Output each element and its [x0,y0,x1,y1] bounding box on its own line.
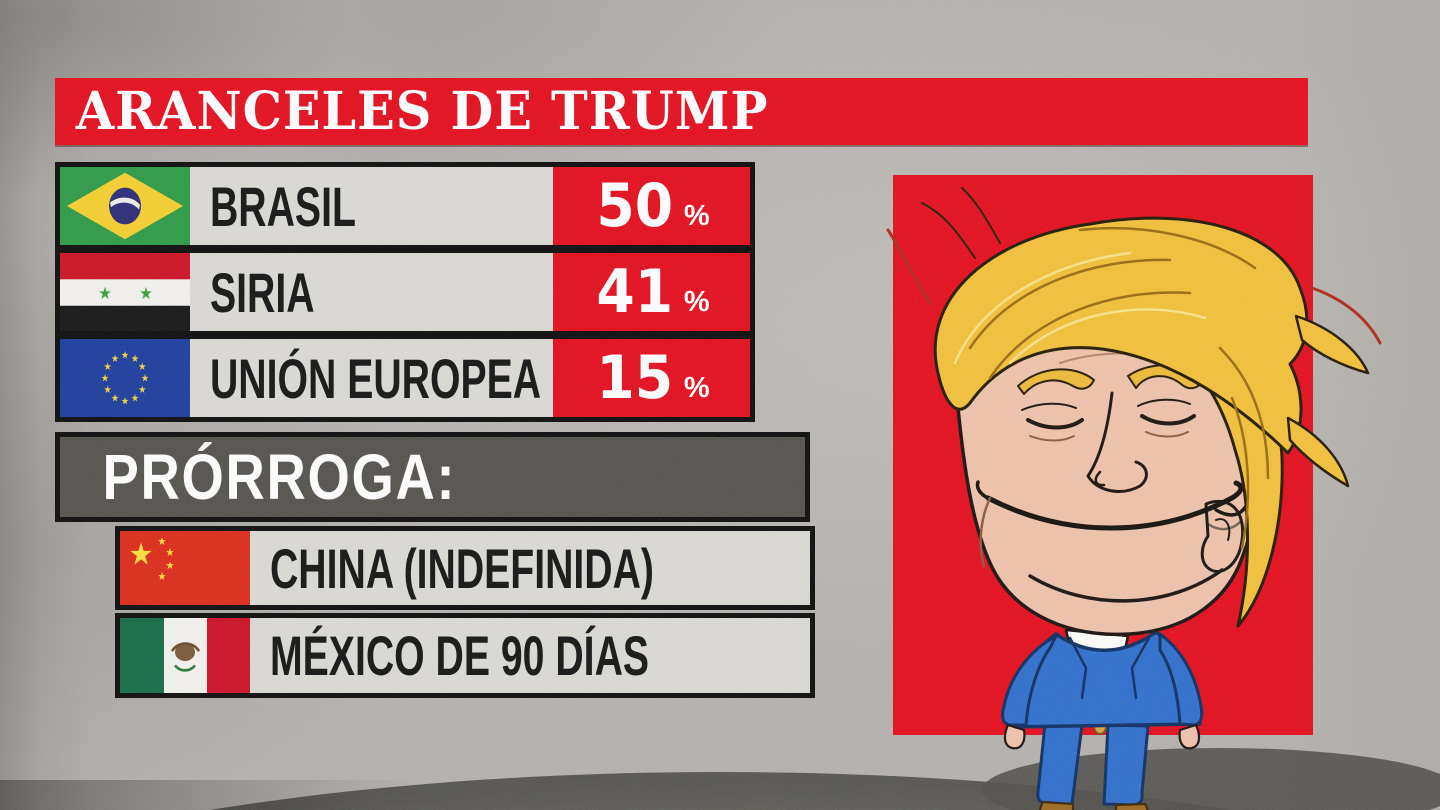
country-label: MÉXICO DE 90 DÍAS [270,624,650,687]
syria-flag-icon: ★ ★ [60,253,190,331]
svg-text:★: ★ [166,560,175,572]
svg-text:★: ★ [139,283,152,303]
prorroga-banner: PRÓRROGA: [55,432,810,522]
svg-text:★: ★ [138,385,146,397]
mexico-flag-icon [120,618,250,693]
svg-text:★: ★ [141,373,149,385]
trump-caricature [886,175,1440,810]
svg-text:★: ★ [131,393,139,405]
tariff-value-box: 15 % [553,339,750,417]
extension-row-mexico: MÉXICO DE 90 DÍAS [115,613,815,698]
percent-sign: % [683,371,710,404]
title-banner: ARANCELES DE TRUMP [55,78,1308,145]
floor-dark-corner [0,780,420,810]
tariff-row-siria: ★ ★ SIRIA 41 % [55,248,755,336]
tariff-value: 50 [596,171,674,241]
country-label: SIRIA [210,260,315,324]
country-label: BRASIL [210,174,356,238]
svg-text:★: ★ [138,362,146,374]
percent-sign: % [683,285,710,318]
svg-text:★: ★ [104,385,112,397]
tariff-row-union-europea: ★ ★ ★ ★ ★ ★ ★ ★ ★ ★ ★ ★ UNIÓN EUROPEA 15 % [55,334,755,422]
country-label: UNIÓN EUROPEA [210,346,542,410]
tariff-value: 41 [596,257,674,327]
svg-text:★: ★ [121,396,129,408]
extension-row-china: ★ ★ ★ ★ ★ CHINA (INDEFINIDA) [115,526,815,610]
svg-text:★: ★ [111,393,119,405]
svg-text:★: ★ [166,547,175,559]
tariff-value-box: 41 % [553,253,750,331]
svg-text:★: ★ [158,571,167,583]
tariff-value: 15 [596,343,674,413]
tariff-row-brasil: BRASIL 50 % [55,162,755,250]
svg-text:★: ★ [101,373,109,385]
svg-text:★: ★ [98,283,111,303]
prorroga-heading: PRÓRROGA: [102,441,457,513]
svg-text:★: ★ [121,350,129,362]
percent-sign: % [683,199,710,232]
brazil-flag-icon [60,167,190,245]
tariff-value-box: 50 % [553,167,750,245]
svg-text:★: ★ [128,537,153,572]
svg-text:★: ★ [111,353,119,365]
china-flag-icon: ★ ★ ★ ★ ★ [120,531,250,605]
page-title: ARANCELES DE TRUMP [75,81,769,142]
country-label: CHINA (INDEFINIDA) [270,536,654,600]
eu-flag-icon: ★ ★ ★ ★ ★ ★ ★ ★ ★ ★ ★ ★ [60,339,190,417]
